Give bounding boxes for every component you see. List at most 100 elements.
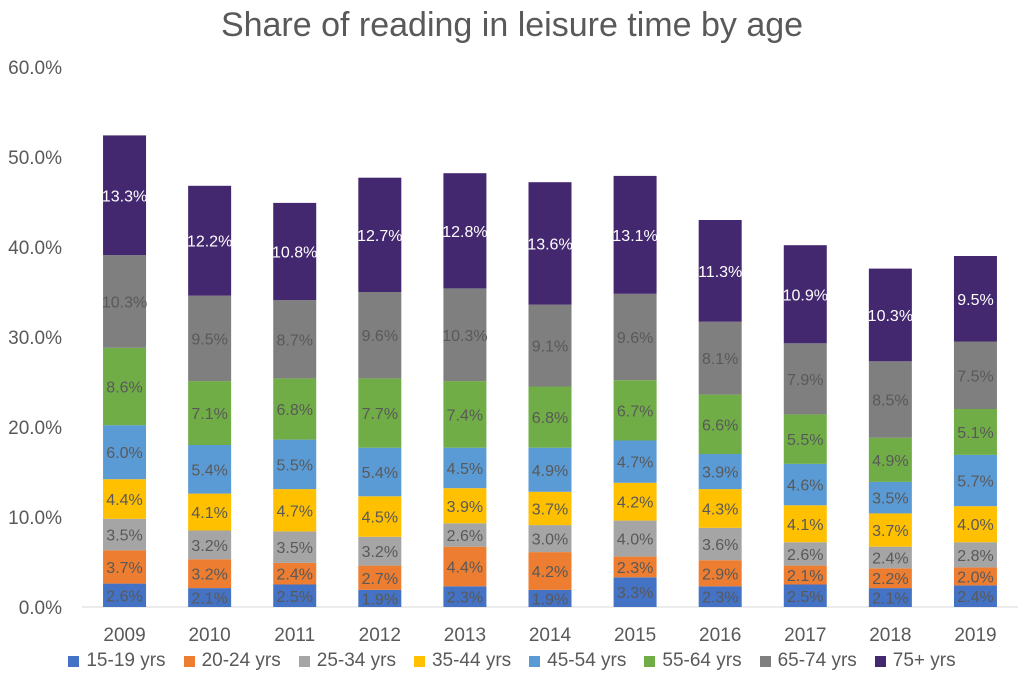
bar-segment <box>188 530 232 560</box>
bar-segment <box>273 300 317 379</box>
data-label: 9.1% <box>532 339 568 356</box>
legend-label: 35-44 yrs <box>431 650 512 671</box>
data-label: 12.2% <box>187 234 232 251</box>
data-label: 3.2% <box>362 544 398 561</box>
y-tick-label: 30.0% <box>8 328 62 349</box>
data-label: 4.2% <box>532 564 568 581</box>
data-label: 5.5% <box>276 457 312 474</box>
data-label: 6.8% <box>276 402 312 419</box>
bar-segment <box>358 447 402 497</box>
data-label: 10.3% <box>102 294 147 311</box>
bar-segment <box>698 394 742 454</box>
x-tick-label: 2012 <box>359 625 401 646</box>
legend-item: 55-64 yrs <box>644 650 742 672</box>
data-label: 6.6% <box>702 417 738 434</box>
bar-segment <box>868 268 912 362</box>
bar-segment <box>698 586 742 607</box>
x-tick-label: 2009 <box>103 625 145 646</box>
data-label: 7.7% <box>362 406 398 423</box>
bar-segment <box>358 177 402 292</box>
bar-segment <box>188 493 232 531</box>
legend-label: 45-54 yrs <box>547 650 627 671</box>
bar-segment <box>953 506 997 543</box>
bar-segment <box>103 255 147 348</box>
bar-segment <box>783 414 827 464</box>
data-label: 13.6% <box>527 236 572 253</box>
data-label: 5.4% <box>362 465 398 482</box>
bar-segment <box>528 304 572 387</box>
y-tick-label: 20.0% <box>8 418 62 439</box>
data-label: 2.2% <box>872 571 908 588</box>
data-label: 4.1% <box>787 517 823 534</box>
data-label: 2.3% <box>617 560 653 577</box>
bar-segment <box>783 245 827 344</box>
bar-segment <box>103 550 147 584</box>
data-label: 10.3% <box>442 328 487 345</box>
y-tick-label: 0.0% <box>19 598 62 619</box>
data-label: 5.1% <box>957 425 993 442</box>
data-label: 3.2% <box>191 538 227 555</box>
data-label: 4.0% <box>957 517 993 534</box>
bar-segment <box>528 491 572 526</box>
y-tick-label: 10.0% <box>8 508 62 529</box>
bar-segment <box>953 341 997 409</box>
data-label: 2.8% <box>957 548 993 565</box>
data-label: 9.6% <box>362 328 398 345</box>
data-label: 4.7% <box>617 455 653 472</box>
data-label: 9.5% <box>191 331 227 348</box>
chart-title: Share of reading in leisure time by age <box>220 6 804 44</box>
data-label: 4.9% <box>532 463 568 480</box>
bar-segment <box>188 295 232 382</box>
data-label: 2.9% <box>702 566 738 583</box>
data-label: 4.1% <box>191 505 227 522</box>
bar-segment <box>953 454 997 507</box>
bar-segment <box>188 185 232 296</box>
bar-segment <box>868 361 912 438</box>
legend-item: 15-19 yrs <box>68 650 166 672</box>
bar-segment <box>188 381 232 445</box>
data-label: 4.4% <box>106 492 142 509</box>
bar-segment <box>868 481 912 514</box>
data-label: 4.6% <box>787 478 823 495</box>
bar-segment <box>443 546 487 587</box>
bar-segment <box>273 562 317 585</box>
bar-segment <box>868 588 912 607</box>
bar-segment <box>358 496 402 537</box>
bar-segment <box>443 173 487 289</box>
data-label: 1.9% <box>362 591 398 608</box>
bar-segment <box>868 546 912 569</box>
data-label: 4.9% <box>872 453 908 470</box>
bar-segment <box>358 292 402 379</box>
bar-segment <box>868 513 912 547</box>
legend-item: 20-24 yrs <box>183 650 281 672</box>
data-label: 7.9% <box>787 372 823 389</box>
bar-segment <box>868 568 912 589</box>
bar-segment <box>698 527 742 561</box>
bar-segment <box>103 479 147 519</box>
data-label: 3.0% <box>532 532 568 549</box>
bar-segment <box>953 409 997 455</box>
data-label: 3.2% <box>191 567 227 584</box>
legend-label: 65-74 yrs <box>777 650 857 671</box>
bar-segment <box>273 584 317 607</box>
data-label: 2.0% <box>957 569 993 586</box>
legend-swatch <box>529 655 541 667</box>
bar-segment <box>358 536 402 566</box>
data-label: 12.7% <box>357 228 402 245</box>
bar-segment <box>443 288 487 382</box>
bar-segment <box>103 518 147 551</box>
data-label: 3.5% <box>872 491 908 508</box>
bar-segment <box>358 565 402 590</box>
y-tick-label: 50.0% <box>8 148 62 169</box>
bar-segment <box>868 437 912 482</box>
data-label: 7.4% <box>447 407 483 424</box>
bar-segment <box>443 488 487 524</box>
data-label: 8.7% <box>276 332 312 349</box>
data-label: 3.6% <box>702 537 738 554</box>
data-label: 6.8% <box>532 410 568 427</box>
bar-segment <box>783 565 827 585</box>
bar-segment <box>273 531 317 563</box>
bar-segment <box>613 293 657 381</box>
data-label: 11.3% <box>698 264 742 281</box>
data-label: 4.5% <box>447 461 483 478</box>
